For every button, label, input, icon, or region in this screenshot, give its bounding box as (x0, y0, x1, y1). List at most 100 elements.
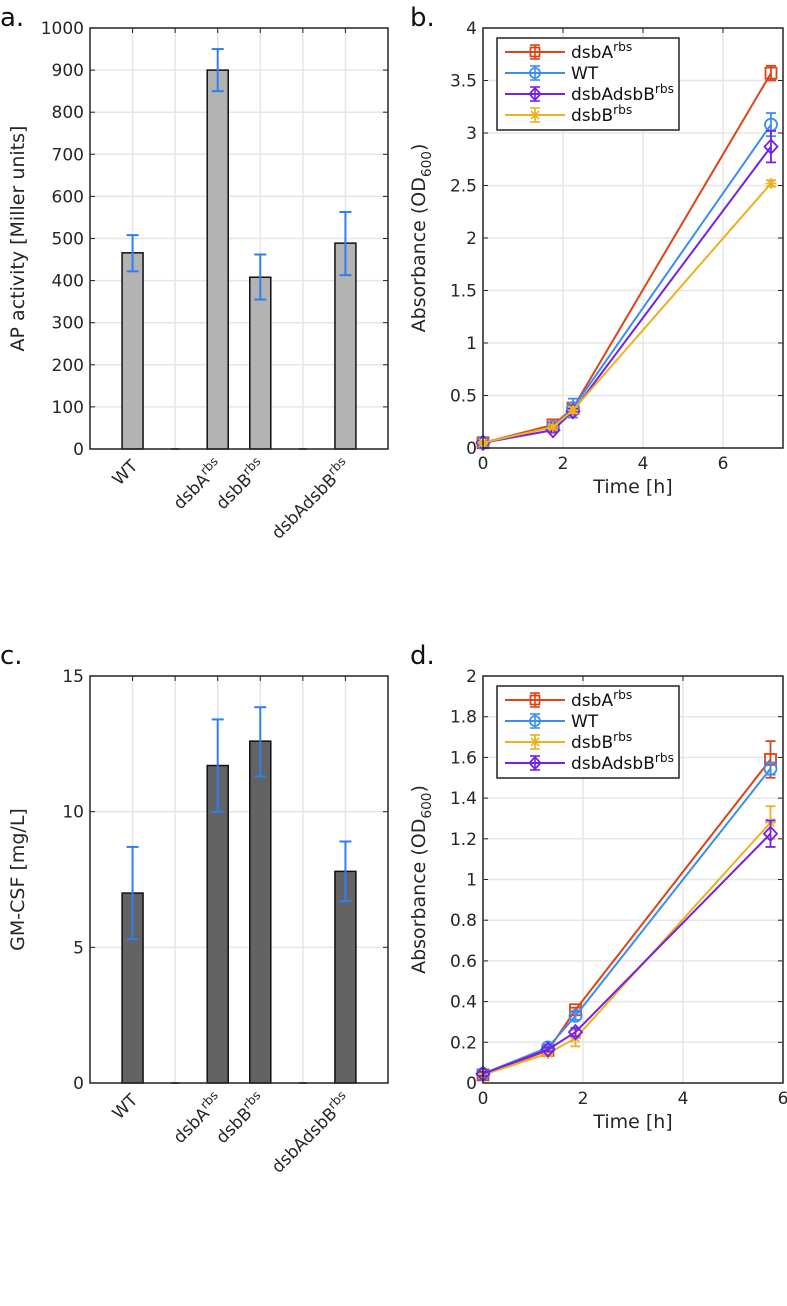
label-base: dsbAdsbB (268, 1104, 341, 1177)
asterisk-marker (547, 421, 559, 433)
label-base: dsbB (571, 733, 613, 753)
bar (121, 252, 144, 450)
y-tick-label: 300 (52, 314, 84, 334)
series-dsbB (477, 177, 777, 449)
y-tick-label: 1.4 (450, 789, 477, 809)
y-tick-label: 4 (466, 19, 477, 39)
asterisk-marker (530, 110, 540, 120)
y-tick-label: 1.6 (450, 748, 477, 768)
legend-label: WT (571, 64, 599, 84)
axes-box (482, 675, 784, 1084)
x-tick-label: 0 (478, 454, 489, 474)
y-tick-label: 15 (62, 667, 84, 687)
series-line (482, 182, 772, 444)
diamond-marker (762, 825, 779, 843)
y-tick-label: 10 (62, 803, 84, 823)
x-tick-label: dsbAdsbBrbs (266, 1088, 355, 1177)
y-tick-label: 2.5 (450, 177, 477, 197)
y-tick-label: 0.4 (450, 993, 477, 1013)
legend-label: dsbAdsbBrbs (571, 751, 674, 774)
legend-label: dsbBrbs (571, 730, 632, 753)
y-tick-label: 1000 (41, 19, 84, 39)
y-tick-label: 1 (466, 334, 477, 354)
y-tick-label: 100 (52, 398, 84, 418)
y-tick-label: 3.5 (450, 72, 477, 92)
series-line (482, 146, 772, 444)
asterisk-marker (542, 1047, 554, 1059)
y-tick-label: 0.2 (450, 1033, 477, 1053)
y-tick-label: 200 (52, 356, 84, 376)
label-sup: rbs (613, 688, 632, 702)
axes-box (482, 27, 784, 449)
square-marker (529, 694, 541, 706)
diamond-marker (540, 1041, 556, 1058)
series-line (482, 758, 772, 1076)
y-tick-label: 900 (52, 61, 84, 81)
y-axis-label: GM-CSF [mg/L] (7, 808, 29, 951)
panel-d: d. 0 0.2 0.4 0.6 0.8 1 1.2 1.4 1.6 1.8 2 0 2 4 6 Time [h… (408, 641, 787, 1133)
y-tick-label: 3 (466, 124, 477, 144)
circle-marker (529, 715, 541, 727)
circle-marker (763, 761, 778, 776)
panel-a: a. 0 100 200 300 400 500 600 700 800 900 1000 WT dsbA… (0, 3, 389, 543)
label-base: dsbAdsbB (268, 470, 341, 543)
label-base: dsbA (571, 691, 613, 711)
y-tick-label: 1.5 (450, 282, 477, 302)
label-base: Absorbance (OD (408, 177, 430, 332)
legend-label: dsbArbs (571, 688, 632, 711)
x-tick-label: WT (109, 1090, 143, 1124)
x-axis-label: Time [h] (592, 1111, 672, 1133)
diamond-marker (567, 1023, 584, 1041)
label-sub: 600 (419, 151, 435, 177)
diamond-marker (475, 434, 491, 452)
bar (249, 276, 272, 450)
x-tick-label: 4 (678, 1089, 689, 1109)
panel-b: b. 0 0.5 1 1.5 2 2.5 3 3.5 4 0 2 4 6 Time [h] Absorbanc… (408, 3, 784, 498)
square-marker (764, 66, 778, 80)
label-base: dsbA (571, 43, 613, 63)
y-tick-label: 700 (52, 145, 84, 165)
x-tick-label: 0 (478, 1089, 489, 1109)
panel-label: a. (0, 3, 24, 33)
label-base: dsbB (571, 106, 613, 126)
label-sup: rbs (655, 82, 674, 96)
asterisk-marker (530, 737, 540, 747)
bar (334, 870, 357, 1084)
label-end: ) (408, 144, 430, 151)
diamond-marker (565, 402, 581, 420)
x-tick-label: 6 (778, 1089, 787, 1109)
x-tick-label: dsbAdsbBrbs (266, 454, 355, 543)
x-axis-label: Time [h] (592, 476, 672, 498)
y-tick-label: 1 (466, 871, 477, 891)
y-tick-label: 0 (73, 1074, 84, 1094)
y-axis-label: AP activity [Miller units] (7, 126, 29, 352)
y-tick-label: 800 (52, 103, 84, 123)
y-tick-label: 0 (73, 440, 84, 460)
asterisk-marker (567, 404, 579, 416)
diamond-marker (528, 86, 542, 102)
diamond-marker (763, 138, 779, 155)
panel-label: c. (0, 641, 23, 671)
label-sup: rbs (655, 751, 674, 765)
y-tick-label: 500 (52, 230, 84, 250)
x-tick-label: 2 (558, 454, 569, 474)
series-dsbAdsbB (475, 819, 779, 1083)
y-tick-label: 0.6 (450, 952, 477, 972)
bar (249, 740, 272, 1084)
y-tick-label: 1.8 (450, 708, 477, 728)
y-tick-label: 0.5 (450, 387, 477, 407)
panel-label: d. (410, 641, 435, 671)
y-tick-label: 0 (466, 1074, 477, 1094)
legend-label: dsbAdsbBrbs (571, 82, 674, 105)
label-sup: rbs (613, 730, 632, 744)
y-tick-label: 0.8 (450, 911, 477, 931)
label-sup: rbs (613, 103, 632, 117)
axes-box (89, 27, 389, 450)
y-tick-label: 600 (52, 187, 84, 207)
series-line (482, 833, 772, 1075)
label-base: WT (571, 64, 599, 84)
label-base: WT (109, 1090, 143, 1124)
bar (206, 69, 229, 450)
